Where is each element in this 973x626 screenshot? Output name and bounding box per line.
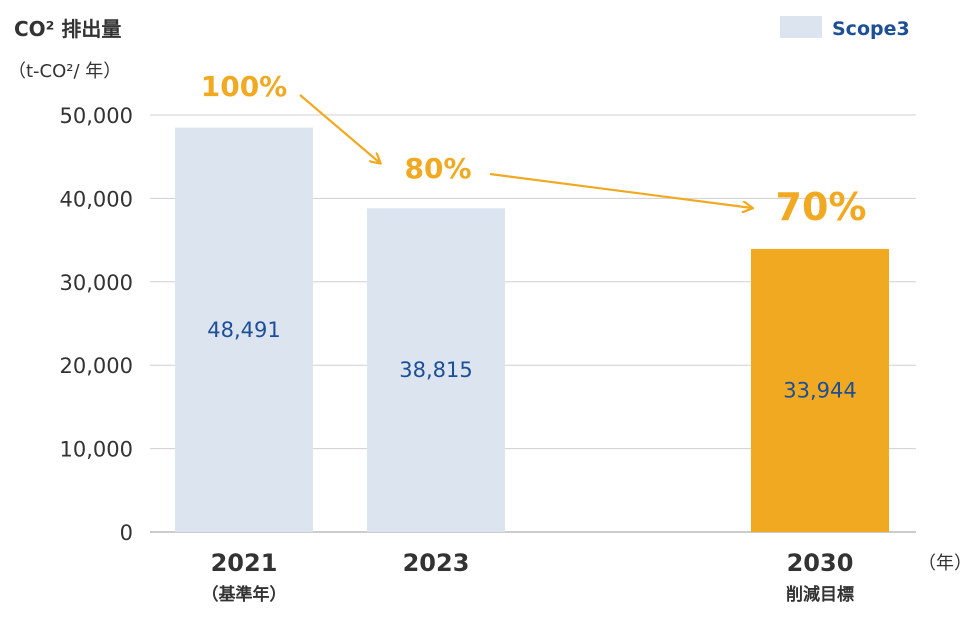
value-label-2030: 33,944 — [783, 378, 856, 402]
x-tick-label-2021: 2021 — [211, 549, 278, 577]
value-label-2023: 38,815 — [399, 358, 472, 382]
x-axis-ticks: 2021 （基準年） 2023 2030 削減目標 — [202, 549, 855, 605]
y-axis-ticks: 0 10,000 20,000 30,000 40,000 50,000 — [60, 104, 133, 545]
y-unit-label: （t-CO²/ 年） — [8, 61, 121, 82]
chart-title: CO² 排出量 — [14, 17, 121, 41]
x-tick-label-2030: 2030 — [787, 549, 854, 577]
percent-label-2030: 70% — [776, 185, 867, 229]
x-tick-label-2023: 2023 — [403, 549, 470, 577]
percent-label-2023: 80% — [404, 152, 471, 185]
y-tick-label: 0 — [120, 521, 133, 545]
x-tick-sublabel-2030: 削減目標 — [786, 584, 854, 605]
x-tick-sublabel-2021: （基準年） — [202, 584, 287, 605]
value-label-2021: 48,491 — [207, 318, 280, 342]
arrow-2023-to-2030 — [489, 172, 752, 208]
percent-annotations: 100% 80% 70% — [201, 70, 867, 229]
bar-2030 — [751, 248, 889, 532]
y-tick-label: 50,000 — [60, 104, 133, 128]
bar-2023 — [367, 208, 505, 532]
y-tick-label: 30,000 — [60, 271, 133, 295]
arrow-2021-to-2023 — [299, 94, 380, 163]
y-tick-label: 10,000 — [60, 438, 133, 462]
y-tick-label: 40,000 — [60, 187, 133, 211]
percent-label-2021: 100% — [201, 70, 288, 103]
x-unit-label: （年） — [918, 553, 972, 574]
legend-swatch — [780, 16, 822, 38]
value-labels: 48,491 38,815 33,944 — [207, 318, 856, 403]
bars — [175, 127, 889, 533]
legend-label: Scope3 — [832, 18, 910, 40]
y-tick-label: 20,000 — [60, 354, 133, 378]
bar-2021 — [175, 127, 313, 533]
